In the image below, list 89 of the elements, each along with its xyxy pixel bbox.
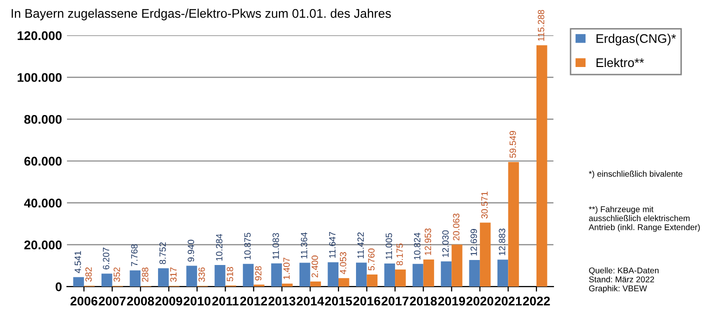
bar	[130, 270, 141, 287]
bar	[480, 222, 491, 287]
data-label: 59.549	[510, 130, 516, 158]
y-tick-label: 60.000	[24, 156, 62, 166]
bar	[412, 264, 424, 287]
x-tick-label: 2021	[494, 296, 522, 306]
x-tick-label: 2007	[98, 296, 126, 306]
data-label: 9.940	[188, 240, 194, 262]
bar	[423, 259, 434, 287]
bar	[101, 274, 112, 287]
bar	[366, 274, 378, 287]
x-tick-label: 2016	[353, 296, 380, 306]
bar	[356, 262, 367, 287]
legend-label: Erdgas(CNG)*	[596, 34, 676, 46]
data-label: 2.400	[312, 256, 318, 278]
data-label: 10.875	[244, 232, 251, 260]
data-label: 20.063	[453, 214, 460, 240]
bar	[158, 268, 169, 287]
data-label: 7.768	[131, 244, 138, 266]
data-label: 288	[142, 268, 148, 282]
bar	[310, 282, 321, 287]
data-label: 352	[114, 267, 120, 282]
data-label: 12.030	[442, 230, 449, 257]
y-tick-label: 0	[56, 282, 62, 292]
text: *) einschließlich bivalente	[588, 170, 682, 178]
bar	[73, 277, 84, 287]
y-tick-label: 80.000	[24, 114, 62, 124]
x-tick-label: 2008	[127, 296, 154, 306]
bar	[186, 266, 198, 287]
y-tick-label: 40.000	[24, 198, 62, 208]
data-label: 1.407	[283, 258, 290, 280]
x-tick-label: 2017	[382, 296, 408, 306]
data-label: 8.175	[396, 243, 403, 266]
x-tick-label: 2018	[410, 296, 437, 306]
data-label: 11.422	[357, 232, 364, 258]
bar	[536, 45, 548, 287]
data-label: 12.953	[424, 228, 432, 256]
x-tick-label: 2010	[184, 296, 210, 306]
data-label: 336	[198, 267, 205, 282]
data-label: 10.284	[216, 234, 222, 261]
bar	[214, 265, 226, 287]
data-label: 8.752	[159, 242, 166, 264]
x-tick-label: 2012	[240, 296, 268, 306]
data-label: 10.824	[414, 232, 420, 260]
bar	[328, 262, 338, 287]
x-tick-label: 2013	[268, 296, 296, 306]
data-label: 5.760	[368, 248, 375, 270]
data-label: 382	[85, 267, 92, 282]
data-label: 4.541	[74, 251, 81, 274]
data-label: 11.364	[300, 232, 308, 258]
x-tick-label: 2006	[70, 296, 98, 306]
data-label: 12.699	[470, 229, 477, 256]
x-tick-label: 2009	[155, 296, 182, 306]
data-label: 11.005	[386, 233, 392, 260]
y-tick-label: 120.000	[18, 31, 62, 40]
chart-title: In Bayern zugelassene Erdgas-/Elektro-Pkws zum 01.01. des Jahres	[12, 8, 391, 20]
bar	[271, 263, 282, 287]
bar	[440, 261, 452, 287]
bar	[497, 260, 508, 287]
data-label: 4.053	[340, 252, 346, 274]
bar	[469, 260, 480, 287]
x-tick-label: 2022	[522, 296, 550, 306]
bar	[395, 269, 406, 287]
data-label: 11.083	[272, 233, 279, 259]
data-label: 518	[226, 267, 234, 282]
x-tick-label: 2015	[325, 296, 352, 306]
data-label: 6.207	[102, 248, 110, 270]
bar	[242, 264, 254, 287]
source-note: Quelle: KBA-Daten Stand: März 2022 Graphik: VBEW	[589, 267, 659, 293]
data-label: 11.647	[329, 232, 336, 258]
x-tick-label: 2014	[296, 296, 324, 306]
data-label: 928	[255, 266, 262, 280]
data-label: 12.883	[498, 228, 506, 256]
y-tick-label: 100.000	[18, 73, 62, 82]
data-label: 115.288	[538, 10, 544, 41]
x-tick-label: 2019	[438, 296, 466, 306]
x-tick-label: 2011	[212, 296, 239, 306]
y-tick-label: 20.000	[24, 240, 62, 250]
bar	[452, 244, 462, 287]
bar	[282, 284, 293, 287]
bar	[508, 162, 519, 287]
data-label: 317	[170, 268, 177, 282]
bar	[384, 264, 396, 287]
bar	[338, 278, 350, 287]
x-tick-label: 2020	[466, 296, 494, 306]
data-label: 30.571	[481, 192, 488, 218]
text: **) Fahrzeuge mit ausschließlich elektrischem Antrieb (inkl. Range Extender)	[588, 206, 700, 232]
legend-label: Elektro**	[596, 58, 644, 68]
bar	[299, 262, 310, 287]
